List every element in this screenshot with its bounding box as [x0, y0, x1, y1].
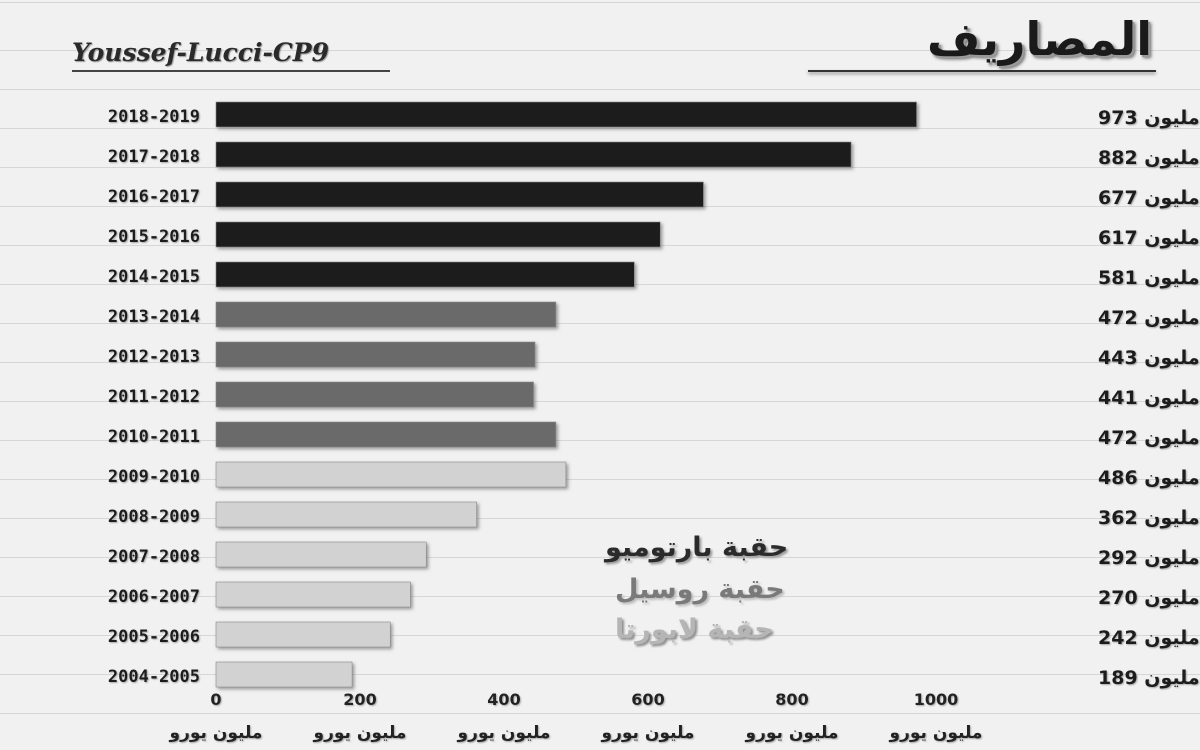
bar-2006-2007: [215, 581, 411, 608]
category-label: 2012-2013: [108, 347, 200, 367]
value-label: مليون 973: [1098, 107, 1200, 129]
category-label: 2013-2014: [108, 307, 200, 327]
x-tick-label: 600: [631, 690, 664, 709]
x-unit-label: مليون يورو: [745, 723, 839, 743]
bar-2010-2011: [215, 421, 557, 448]
legend-rosell-era: حقبة روسيل: [615, 574, 785, 605]
category-label: 2014-2015: [108, 267, 200, 287]
value-label: مليون 472: [1098, 307, 1200, 329]
value-label: مليون 292: [1098, 547, 1200, 569]
value-label: مليون 189: [1098, 667, 1200, 689]
bar-2018-2019: [215, 101, 917, 128]
x-unit-label: مليون يورو: [457, 723, 551, 743]
value-label: مليون 486: [1098, 467, 1200, 489]
category-label: 2004-2005: [108, 667, 200, 687]
bar-2011-2012: [215, 381, 534, 408]
value-label: مليون 882: [1098, 147, 1200, 169]
category-label: 2016-2017: [108, 187, 200, 207]
x-unit-label: مليون يورو: [169, 723, 263, 743]
chart-title: المصاريف: [926, 12, 1152, 66]
bar-2017-2018: [215, 141, 852, 168]
legend-laporta-era: حقبة لابورتا: [615, 614, 774, 645]
category-label: 2018-2019: [108, 107, 200, 127]
bar-2013-2014: [215, 301, 557, 328]
x-unit-label: مليون يورو: [313, 723, 407, 743]
x-unit-label: مليون يورو: [889, 723, 983, 743]
category-label: 2017-2018: [108, 147, 200, 167]
category-label: 2005-2006: [108, 627, 200, 647]
value-label: مليون 677: [1098, 187, 1200, 209]
author-watermark: Youssef-Lucci-CP9: [72, 38, 329, 67]
bar-2008-2009: [215, 501, 477, 528]
value-label: مليون 617: [1098, 227, 1200, 249]
value-label: مليون 472: [1098, 427, 1200, 449]
value-label: مليون 270: [1098, 587, 1200, 609]
x-tick-label: 400: [487, 690, 520, 709]
category-label: 2006-2007: [108, 587, 200, 607]
bar-2009-2010: [215, 461, 567, 488]
value-label: مليون 443: [1098, 347, 1200, 369]
bar-2015-2016: [215, 221, 661, 248]
category-label: 2007-2008: [108, 547, 200, 567]
x-unit-label: مليون يورو: [601, 723, 695, 743]
category-label: 2011-2012: [108, 387, 200, 407]
category-label: 2009-2010: [108, 467, 200, 487]
bar-2014-2015: [215, 261, 635, 288]
bar-2004-2005: [215, 661, 353, 688]
title-underline: [808, 70, 1156, 72]
category-label: 2010-2011: [108, 427, 200, 447]
bar-2016-2017: [215, 181, 704, 208]
x-tick-label: 1000: [914, 690, 959, 709]
value-label: مليون 362: [1098, 507, 1200, 529]
value-label: مليون 441: [1098, 387, 1200, 409]
value-label: مليون 581: [1098, 267, 1200, 289]
bar-2012-2013: [215, 341, 536, 368]
category-label: 2008-2009: [108, 507, 200, 527]
bar-2007-2008: [215, 541, 427, 568]
category-label: 2015-2016: [108, 227, 200, 247]
x-tick-label: 200: [343, 690, 376, 709]
author-underline: [72, 70, 390, 72]
legend-bartomeu-era: حقبة بارتوميو: [605, 532, 789, 563]
bar-2005-2006: [215, 621, 391, 648]
value-label: مليون 242: [1098, 627, 1200, 649]
x-tick-label: 0: [210, 690, 221, 709]
x-tick-label: 800: [775, 690, 808, 709]
